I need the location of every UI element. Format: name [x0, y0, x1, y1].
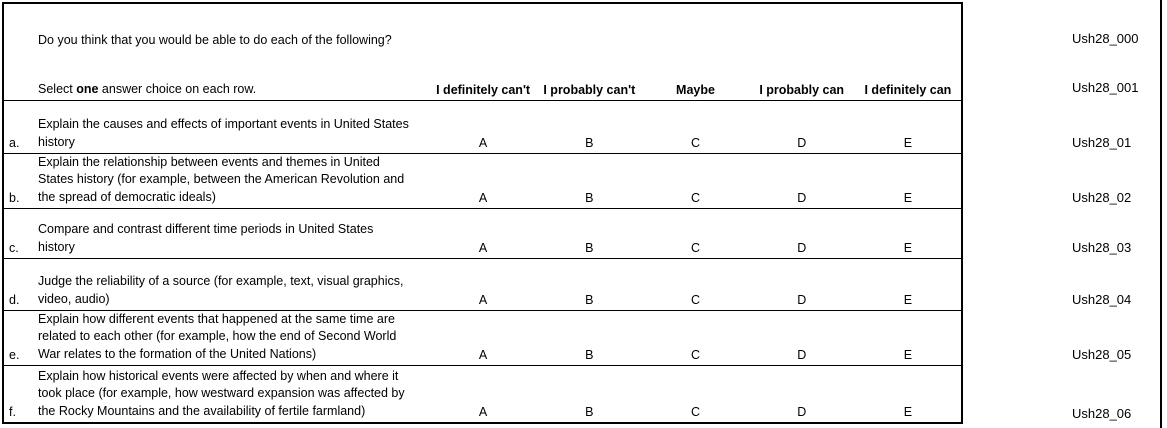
choice-cell: E	[903, 241, 913, 255]
instruction-suffix: answer choice on each row.	[98, 82, 257, 96]
choice-cell: E	[903, 405, 913, 419]
choice-cell: D	[797, 241, 807, 255]
row-letter: e.	[9, 348, 20, 362]
variable-code: Ush28_06	[1072, 406, 1132, 421]
choice-cell: B	[585, 293, 594, 307]
table-row: c. Compare and contrast different time p…	[4, 208, 961, 258]
row-text-line: video, audio)	[38, 291, 110, 306]
question-table: Do you think that you would be able to d…	[2, 2, 963, 424]
choice-cell: B	[585, 191, 594, 205]
instruction-prefix: Select	[38, 82, 77, 96]
row-text-line: War relates to the formation of the Unit…	[38, 346, 317, 361]
table-row: f. Explain how historical events were af…	[4, 365, 961, 422]
table-row: e. Explain how different events that hap…	[4, 310, 961, 365]
choice-cell: C	[690, 241, 701, 255]
answer-column-headers: I definitely can't I probably can't Mayb…	[430, 83, 961, 97]
row-letter: d.	[9, 293, 20, 307]
column-header-probably-cant: I probably can't	[543, 83, 636, 97]
row-text-line: history	[38, 239, 75, 254]
choice-cell: C	[690, 348, 701, 362]
row-text-line: related to each other (for example, how …	[38, 329, 397, 343]
variable-code: Ush28_04	[1072, 292, 1132, 307]
row-letter: a.	[9, 136, 20, 150]
variable-code: Ush28_000	[1072, 31, 1139, 46]
choice-cell: A	[478, 348, 488, 362]
choice-cell: A	[478, 136, 488, 150]
choice-cell: B	[585, 405, 594, 419]
page-right-border	[1160, 0, 1162, 428]
answer-choice-strip: A B C D E	[430, 191, 961, 205]
column-header-definitely-can: I definitely can	[864, 83, 952, 97]
variable-code: Ush28_01	[1072, 135, 1132, 150]
choice-cell: B	[585, 348, 594, 362]
choice-cell: D	[797, 293, 807, 307]
variable-code: Ush28_03	[1072, 240, 1132, 255]
row-text-line: the Rocky Mountains and the availability…	[38, 403, 366, 418]
row-text-line: Explain the causes and effects of import…	[38, 117, 409, 131]
variable-code: Ush28_05	[1072, 347, 1132, 362]
table-header-section: Do you think that you would be able to d…	[4, 4, 961, 100]
choice-cell: A	[478, 405, 488, 419]
choice-cell: A	[478, 293, 488, 307]
column-header-definitely-cant: I definitely can't	[436, 83, 531, 97]
row-text-line: took place (for example, how westward ex…	[38, 386, 405, 400]
variable-code: Ush28_02	[1072, 190, 1132, 205]
answer-choice-strip: A B C D E	[430, 405, 961, 419]
answer-choice-strip: A B C D E	[430, 348, 961, 362]
choice-cell: A	[478, 191, 488, 205]
choice-cell: B	[585, 136, 594, 150]
answer-choice-strip: A B C D E	[430, 136, 961, 150]
table-row: a. Explain the causes and effects of imp…	[4, 100, 961, 153]
answer-choice-strip: A B C D E	[430, 293, 961, 307]
choice-cell: D	[797, 348, 807, 362]
choice-cell: C	[690, 293, 701, 307]
row-text-line: Explain how different events that happen…	[38, 311, 395, 326]
choice-cell: C	[690, 405, 701, 419]
row-item-text: Explain the causes and effects of import…	[38, 116, 438, 151]
variable-code: Ush28_001	[1072, 80, 1139, 95]
table-row: b. Explain the relationship between even…	[4, 153, 961, 208]
row-letter: c.	[9, 241, 19, 255]
row-item-text: Explain the relationship between events …	[38, 154, 438, 207]
row-item-text: Judge the reliability of a source (for e…	[38, 273, 438, 308]
choice-cell: A	[478, 241, 488, 255]
column-header-probably-can: I probably can	[759, 83, 845, 97]
instruction-bold-word: one	[76, 82, 99, 96]
choice-cell: E	[903, 191, 913, 205]
row-text-line: history	[38, 134, 75, 149]
answer-choice-strip: A B C D E	[430, 241, 961, 255]
row-item-text: Explain how different events that happen…	[38, 311, 438, 364]
table-row: d. Judge the reliability of a source (fo…	[4, 258, 961, 310]
instruction-text: Select one answer choice on each row.	[38, 82, 256, 96]
row-text-line: Judge the reliability of a source (for e…	[38, 274, 404, 288]
choice-cell: C	[690, 136, 701, 150]
choice-cell: D	[797, 136, 807, 150]
row-item-text: Compare and contrast different time peri…	[38, 221, 438, 256]
choice-cell: E	[903, 348, 913, 362]
row-text-line: Explain how historical events were affec…	[38, 368, 399, 383]
row-text-line: the spread of democratic ideals)	[38, 189, 216, 204]
choice-cell: D	[797, 405, 807, 419]
column-header-maybe: Maybe	[676, 83, 715, 97]
row-text-line: Explain the relationship between events …	[38, 154, 380, 169]
choice-cell: E	[903, 293, 913, 307]
choice-cell: B	[585, 241, 594, 255]
row-letter: b.	[9, 191, 20, 205]
row-text-line: States history (for example, between the…	[38, 172, 405, 186]
row-item-text: Explain how historical events were affec…	[38, 368, 438, 421]
row-letter: f.	[9, 405, 16, 419]
choice-cell: D	[797, 191, 807, 205]
choice-cell: C	[690, 191, 701, 205]
row-text-line: Compare and contrast different time peri…	[38, 222, 374, 236]
choice-cell: E	[903, 136, 913, 150]
question-text: Do you think that you would be able to d…	[38, 33, 392, 47]
